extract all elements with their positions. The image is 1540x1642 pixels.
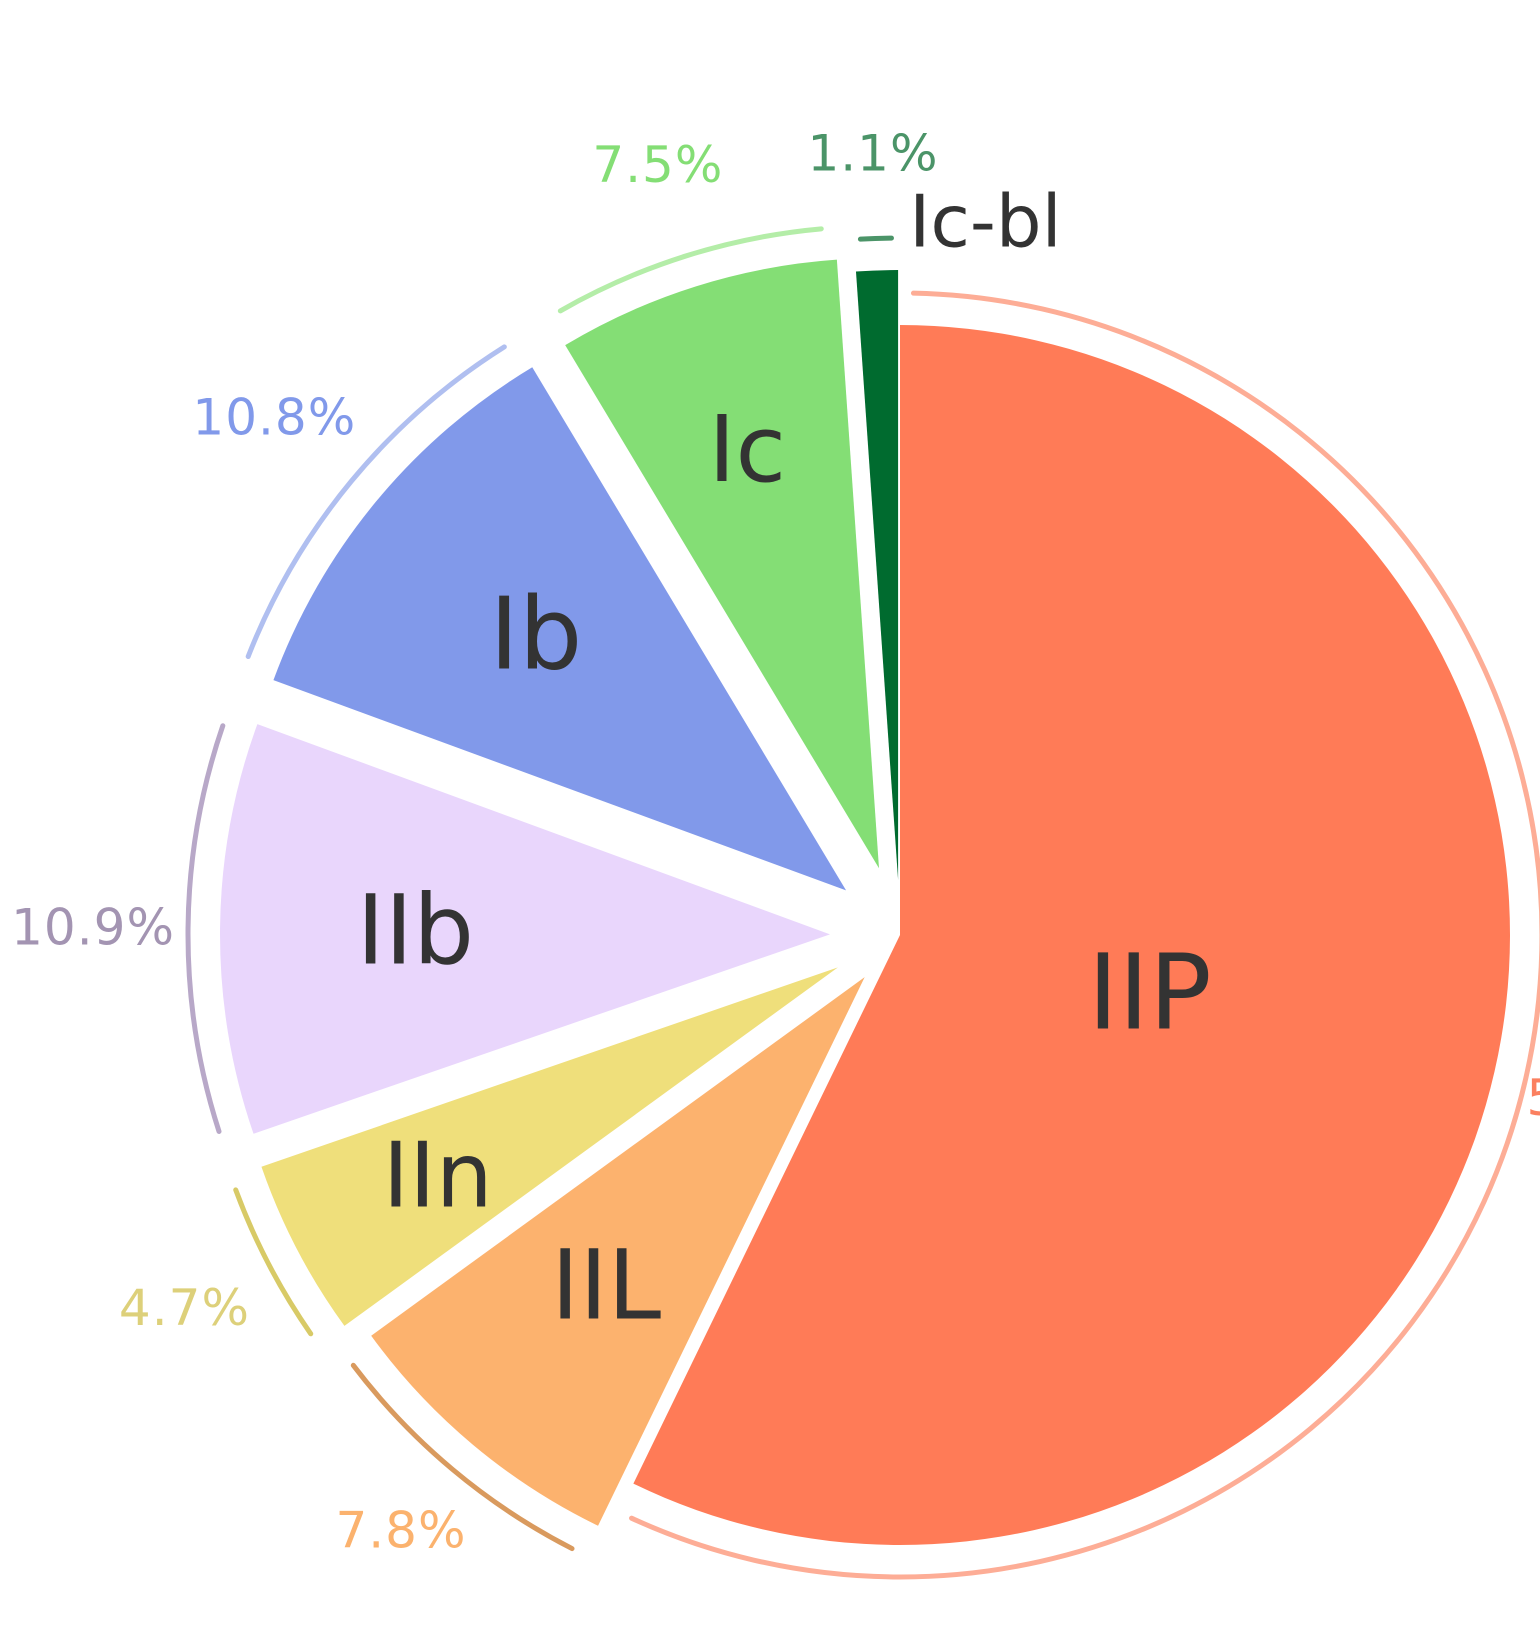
slice-label-ic-bl: Ic-bl [909, 180, 1062, 264]
pie-slice-iin [261, 967, 838, 1326]
pie-slice-iip [633, 325, 1511, 1545]
pie-ring-iib [185, 723, 226, 1134]
pie-slice-iib [220, 724, 831, 1134]
pct-label-ic-bl: 1.1% [807, 124, 938, 182]
slice-label-iin: IIn [383, 1124, 493, 1229]
pie-slice-iil [371, 977, 865, 1526]
pct-label-iin: 4.7% [119, 1279, 250, 1337]
slice-label-iip: IIP [1088, 931, 1212, 1053]
pie-slices [220, 259, 1511, 1545]
pie-ring-ic-bl [857, 235, 894, 242]
pct-label-iib: 10.9% [11, 898, 175, 956]
pie-ring-iip [629, 290, 1540, 1580]
pie-ring-ic [557, 226, 824, 314]
pct-label-iip: 57.2% [1527, 1069, 1540, 1127]
pie-slice-ic-bl [855, 270, 899, 881]
pie-slice-ib [273, 367, 847, 891]
pct-label-ib: 10.8% [192, 388, 356, 446]
slice-label-ib: Ib [489, 575, 582, 692]
pie-ring-ib [245, 344, 507, 660]
slice-label-ic: Ic [708, 396, 786, 503]
pie-slice-ic [565, 259, 879, 869]
pct-label-iil: 7.8% [335, 1502, 466, 1560]
slice-label-iib: IIb [356, 874, 474, 986]
pie-outer-rings [185, 226, 1540, 1580]
pie-labels: 57.2% IIP 7.8% IIL 4.7% IIn 10.9% IIb 10.8% Ib 7.5… [11, 124, 1540, 1559]
pct-label-ic: 7.5% [592, 136, 723, 194]
pie-ring-iin [233, 1187, 314, 1337]
pie-ring-iil [350, 1362, 575, 1552]
slice-label-iil: IIL [551, 1230, 661, 1342]
